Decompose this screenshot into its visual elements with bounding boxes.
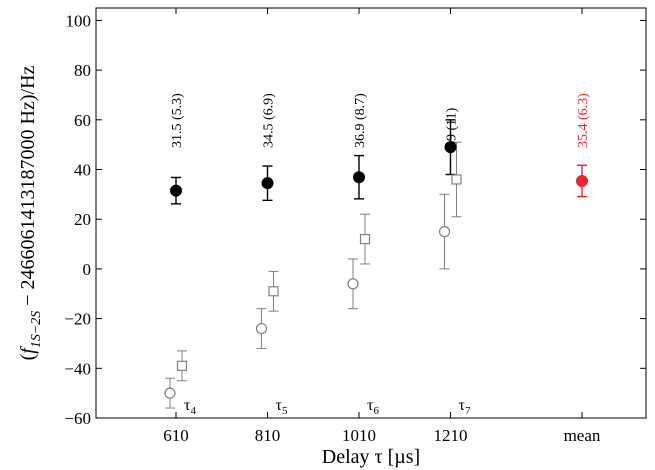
- x-tick-label: 610: [163, 426, 189, 445]
- value-annotation: 35.4 (6.3): [576, 93, 591, 148]
- x-tick-label: 1010: [342, 426, 376, 445]
- value-annotation: 31.5 (5.3): [170, 93, 185, 148]
- y-tick-label: −20: [64, 310, 91, 329]
- y-tick-label: −40: [64, 359, 91, 378]
- data-point-open-square: [268, 286, 279, 297]
- y-tick-label: 20: [74, 210, 91, 229]
- y-tick-label: −60: [64, 409, 91, 428]
- y-axis-title-f: f: [17, 346, 39, 354]
- y-tick-label: 0: [83, 260, 92, 279]
- y-tick-label: 60: [74, 111, 91, 130]
- plot-frame: [95, 7, 647, 419]
- data-point-filled: [576, 174, 588, 187]
- x-tick-label: 1210: [434, 426, 468, 445]
- tau-labels: τ4 τ5 τ6 τ7: [184, 397, 471, 417]
- tau-label: τ6: [367, 397, 379, 417]
- value-annotation: 49 (11): [445, 107, 460, 148]
- tau-label: τ7: [459, 397, 471, 417]
- value-annotations: 31.5 (5.3) 34.5 (6.9) 36.9 (8.7) 49 (11) 35.…: [170, 93, 591, 148]
- data-point-open-square: [176, 360, 188, 371]
- data-point-filled: [353, 171, 365, 184]
- data-point-open-circle: [164, 387, 176, 399]
- y-axis-title-open: (: [17, 353, 39, 360]
- data-point-open-circle: [255, 322, 268, 335]
- x-tick-label: mean: [564, 426, 601, 445]
- data-point-filled: [444, 141, 457, 154]
- data-point-open-square: [359, 233, 371, 245]
- tau-label: τ5: [276, 397, 288, 417]
- data-point-filled: [261, 177, 274, 190]
- y-axis-title-sub: 1S−2S: [29, 311, 44, 348]
- x-tick-labels: 610 810 1010 1210 mean: [163, 426, 601, 445]
- y-tick-label: 80: [74, 61, 91, 80]
- data-point-open-square: [451, 174, 462, 185]
- y-axis-title: (f1S−2S − 2466061413187000 Hz)/Hz: [17, 65, 44, 360]
- y-axis-title-rest: − 2466061413187000 Hz)/Hz: [17, 65, 39, 310]
- data-point-open-circle: [438, 226, 451, 238]
- data-point-open-circle: [347, 278, 359, 290]
- data-point-filled: [170, 184, 182, 197]
- y-tick-label: 100: [66, 11, 92, 30]
- value-annotation: 36.9 (8.7): [353, 93, 368, 148]
- data-markers: [164, 141, 588, 399]
- tau-label: τ4: [184, 397, 196, 417]
- x-axis-title: Delay τ [µs]: [322, 446, 420, 468]
- y-tick-labels: −60 −40 −20 0 20 40 60 80 100: [64, 11, 91, 428]
- value-annotation: 34.5 (6.9): [262, 93, 277, 148]
- axis-ticks: [96, 8, 646, 419]
- error-bars: [165, 119, 587, 409]
- y-tick-label: 40: [74, 161, 91, 180]
- x-tick-label: 810: [255, 426, 281, 445]
